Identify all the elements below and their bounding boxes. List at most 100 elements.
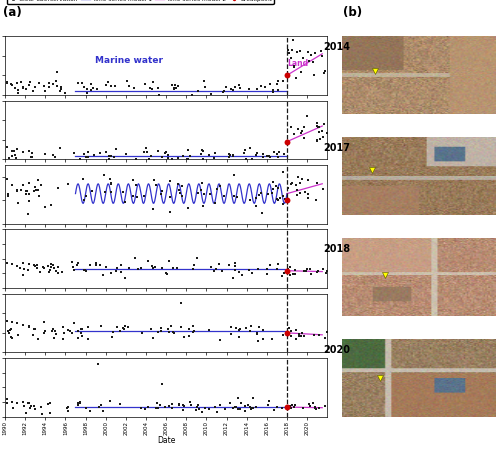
Point <box>99 408 107 415</box>
Point <box>238 271 246 279</box>
Point <box>244 401 252 409</box>
Point <box>76 399 84 406</box>
Point <box>241 407 249 414</box>
Point <box>268 189 276 197</box>
Point <box>25 323 33 330</box>
Point <box>198 179 206 187</box>
Point <box>176 187 184 194</box>
Point <box>320 402 328 410</box>
Point <box>158 188 166 195</box>
Point <box>46 400 54 407</box>
Point <box>295 332 303 339</box>
Point <box>226 330 234 337</box>
Point <box>284 46 292 53</box>
Point <box>40 150 48 158</box>
Point <box>290 130 298 138</box>
Point <box>304 190 312 198</box>
Point <box>185 332 193 339</box>
Point <box>200 191 208 198</box>
Point <box>52 77 60 84</box>
Point <box>212 265 220 273</box>
Point <box>24 198 32 205</box>
Point <box>179 152 187 159</box>
Point <box>186 401 194 409</box>
Point <box>3 259 11 266</box>
Point <box>252 152 260 159</box>
Point <box>106 397 114 405</box>
Point <box>226 151 234 158</box>
Point <box>305 401 313 408</box>
Point <box>268 335 276 342</box>
Point <box>216 260 224 268</box>
Point <box>286 263 294 270</box>
Point <box>144 258 152 265</box>
Point <box>294 125 302 133</box>
Point <box>229 153 237 160</box>
Point <box>220 87 228 95</box>
Point <box>268 88 276 96</box>
Point <box>87 87 95 94</box>
Point <box>168 155 175 163</box>
Point <box>220 192 228 199</box>
Point <box>248 155 256 163</box>
Point <box>84 154 92 161</box>
Point <box>322 334 330 341</box>
Point <box>162 149 170 156</box>
Point <box>304 177 312 184</box>
Point <box>241 402 249 409</box>
Point <box>279 169 287 176</box>
Point <box>254 85 262 92</box>
Point <box>286 271 294 279</box>
Point <box>82 267 90 274</box>
Point <box>28 154 36 161</box>
X-axis label: Date: Date <box>157 436 176 445</box>
Point <box>70 266 78 274</box>
Point <box>44 269 52 276</box>
Point <box>30 187 38 194</box>
Point <box>158 264 166 271</box>
Point <box>216 336 224 343</box>
Point <box>312 197 320 204</box>
Point <box>3 317 11 324</box>
Point <box>188 265 196 273</box>
Point <box>140 81 148 88</box>
Point <box>14 86 22 93</box>
Point <box>166 178 174 185</box>
Point <box>94 361 102 368</box>
Point <box>122 150 130 157</box>
Point <box>264 401 272 409</box>
Point <box>319 266 327 273</box>
Point <box>109 328 117 336</box>
Point <box>73 262 81 269</box>
Point <box>158 327 166 334</box>
Point <box>291 266 299 274</box>
Point <box>284 328 292 336</box>
Point <box>38 404 46 411</box>
Point <box>164 326 172 333</box>
Point <box>276 149 283 156</box>
Point <box>225 151 233 158</box>
Point <box>25 82 33 89</box>
Point <box>8 147 16 154</box>
Point <box>259 153 267 160</box>
Point <box>26 78 34 86</box>
Point <box>283 404 291 411</box>
Point <box>218 267 226 275</box>
Text: Land: Land <box>287 58 308 67</box>
Point <box>8 82 16 89</box>
Point <box>306 403 314 410</box>
Point <box>208 91 216 98</box>
Point <box>51 153 59 160</box>
Point <box>170 328 177 335</box>
Point <box>284 404 292 411</box>
Point <box>148 325 156 332</box>
Point <box>52 82 60 89</box>
Point <box>108 333 116 341</box>
Point <box>140 406 148 413</box>
Point <box>300 268 308 275</box>
Point <box>76 329 84 337</box>
Point <box>235 327 243 334</box>
Point <box>86 261 94 268</box>
Point <box>236 325 244 333</box>
Point <box>90 152 98 159</box>
